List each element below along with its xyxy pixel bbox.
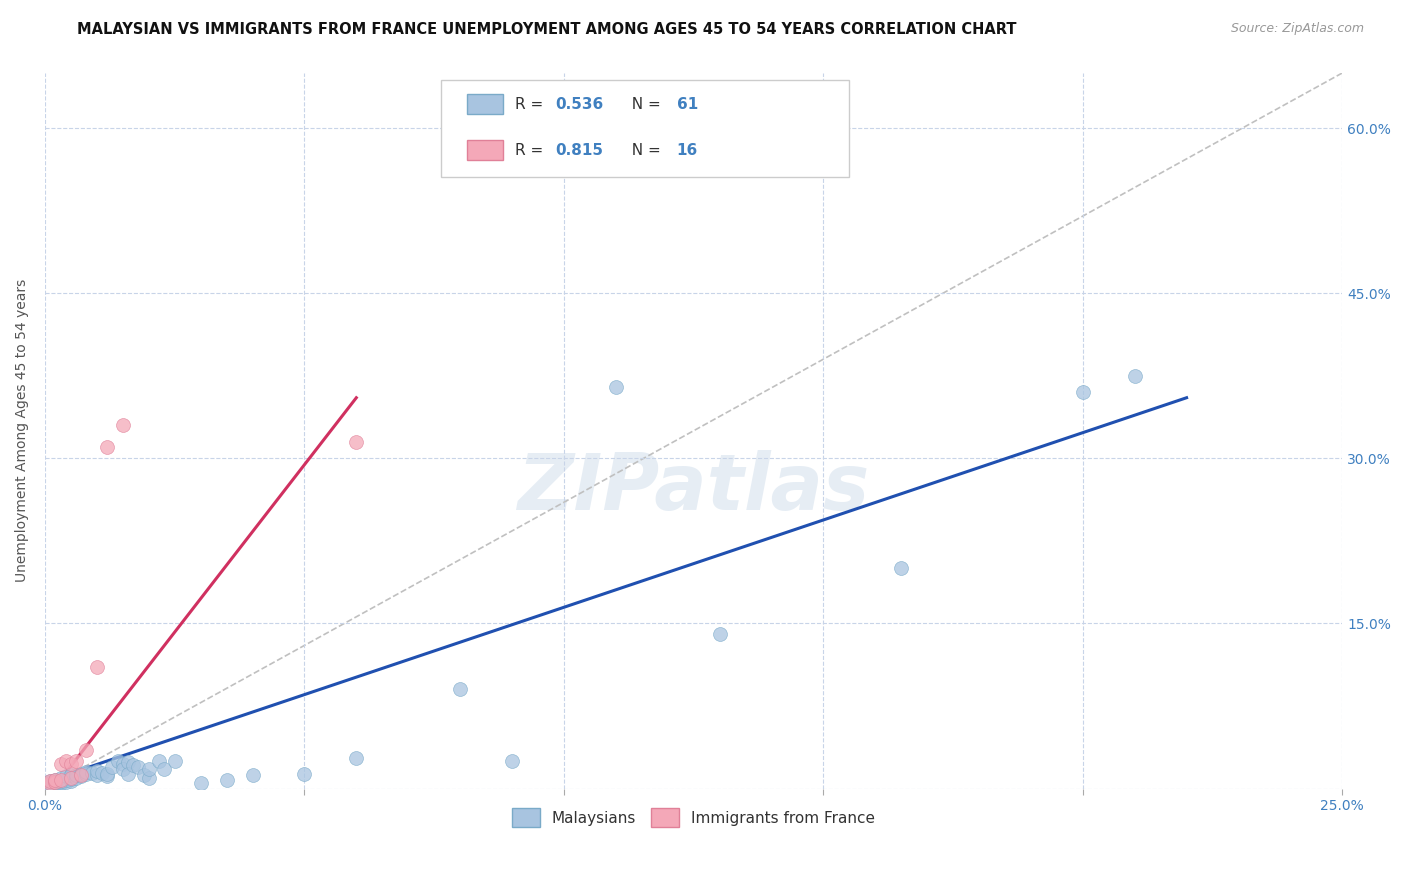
Point bbox=[449, 682, 471, 697]
Point bbox=[132, 768, 155, 782]
Point bbox=[49, 775, 72, 789]
Point bbox=[55, 772, 77, 787]
Point bbox=[163, 754, 186, 768]
Point bbox=[96, 440, 118, 454]
Point bbox=[91, 766, 114, 780]
Point bbox=[65, 754, 87, 768]
Text: N =: N = bbox=[623, 97, 666, 112]
Text: 0.815: 0.815 bbox=[555, 143, 603, 158]
Point bbox=[59, 771, 82, 785]
Point bbox=[86, 660, 108, 674]
Point bbox=[39, 773, 62, 788]
Point bbox=[49, 776, 72, 790]
Point bbox=[39, 773, 62, 788]
Point bbox=[501, 754, 523, 768]
Point bbox=[55, 769, 77, 783]
Point bbox=[111, 757, 134, 772]
FancyBboxPatch shape bbox=[440, 80, 849, 177]
Point bbox=[127, 759, 149, 773]
Text: R =: R = bbox=[515, 97, 548, 112]
Point bbox=[70, 767, 93, 781]
Point bbox=[76, 743, 98, 757]
Point bbox=[890, 561, 912, 575]
Text: MALAYSIAN VS IMMIGRANTS FROM FRANCE UNEMPLOYMENT AMONG AGES 45 TO 54 YEARS CORRE: MALAYSIAN VS IMMIGRANTS FROM FRANCE UNEM… bbox=[77, 22, 1017, 37]
Point bbox=[344, 750, 367, 764]
Point bbox=[86, 764, 108, 778]
FancyBboxPatch shape bbox=[467, 95, 503, 114]
Text: 0.536: 0.536 bbox=[555, 97, 603, 112]
Text: 61: 61 bbox=[676, 97, 697, 112]
Point bbox=[49, 773, 72, 788]
Point bbox=[59, 768, 82, 782]
Point bbox=[44, 772, 66, 787]
Point bbox=[65, 768, 87, 782]
Legend: Malaysians, Immigrants from France: Malaysians, Immigrants from France bbox=[505, 801, 883, 835]
Point bbox=[44, 776, 66, 790]
Point bbox=[44, 775, 66, 789]
Point bbox=[96, 769, 118, 783]
Point bbox=[86, 768, 108, 782]
Point bbox=[111, 418, 134, 433]
Point bbox=[70, 768, 93, 782]
Point bbox=[65, 771, 87, 785]
Point bbox=[44, 772, 66, 787]
Point bbox=[153, 762, 176, 776]
Point bbox=[59, 772, 82, 786]
Text: Source: ZipAtlas.com: Source: ZipAtlas.com bbox=[1230, 22, 1364, 36]
Text: ZIPatlas: ZIPatlas bbox=[517, 450, 870, 526]
Point bbox=[44, 773, 66, 788]
Point bbox=[39, 778, 62, 792]
Point bbox=[96, 767, 118, 781]
Text: N =: N = bbox=[623, 143, 666, 158]
Point bbox=[55, 754, 77, 768]
Point bbox=[39, 780, 62, 794]
Point bbox=[59, 773, 82, 788]
Point bbox=[39, 775, 62, 789]
Point bbox=[605, 380, 627, 394]
Point bbox=[1123, 368, 1146, 383]
Point bbox=[39, 777, 62, 791]
Point bbox=[76, 764, 98, 779]
Point bbox=[39, 776, 62, 790]
Point bbox=[107, 754, 129, 768]
Point bbox=[101, 759, 124, 773]
Text: 16: 16 bbox=[676, 143, 697, 158]
Point bbox=[80, 766, 103, 780]
Point bbox=[190, 776, 212, 790]
Point bbox=[111, 762, 134, 776]
Point bbox=[138, 771, 160, 785]
Point bbox=[39, 776, 62, 790]
Point bbox=[59, 771, 82, 785]
Point bbox=[117, 755, 139, 769]
Text: R =: R = bbox=[515, 143, 548, 158]
FancyBboxPatch shape bbox=[467, 140, 503, 161]
Point bbox=[49, 771, 72, 785]
Point bbox=[215, 772, 238, 787]
Point bbox=[709, 627, 731, 641]
Point bbox=[49, 757, 72, 772]
Point bbox=[344, 434, 367, 449]
Point bbox=[76, 767, 98, 781]
Point bbox=[59, 757, 82, 772]
Point bbox=[70, 769, 93, 783]
Point bbox=[1071, 385, 1094, 400]
Point bbox=[294, 767, 316, 781]
Y-axis label: Unemployment Among Ages 45 to 54 years: Unemployment Among Ages 45 to 54 years bbox=[15, 279, 30, 582]
Point bbox=[138, 762, 160, 776]
Point bbox=[242, 768, 264, 782]
Point bbox=[117, 767, 139, 781]
Point bbox=[49, 772, 72, 787]
Point bbox=[122, 758, 145, 772]
Point bbox=[44, 777, 66, 791]
Point bbox=[55, 775, 77, 789]
Point bbox=[148, 754, 170, 768]
Point bbox=[44, 775, 66, 789]
